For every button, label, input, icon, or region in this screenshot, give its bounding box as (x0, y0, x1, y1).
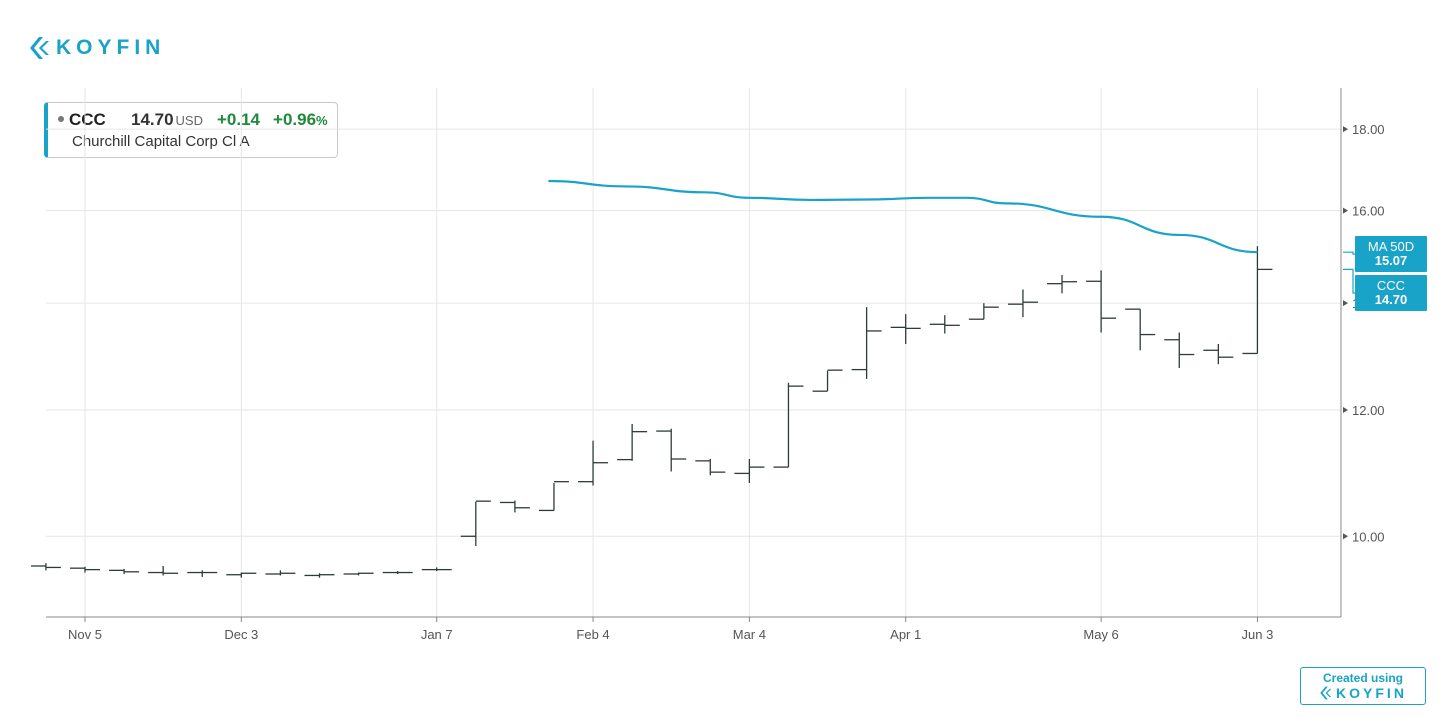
footer-logo: KOYFIN (1301, 685, 1425, 701)
x-tick-label: May 6 (1083, 627, 1118, 642)
y-tick-marker (1343, 207, 1348, 214)
ohlc-bar (578, 440, 609, 486)
legend-currency: USD (175, 113, 203, 128)
legend-pct-sign: % (316, 113, 328, 128)
ohlc-bar (499, 500, 530, 513)
ohlc-bar (734, 459, 765, 483)
koyfin-logo-icon (30, 37, 49, 59)
y-tick-label: 12.00 (1352, 403, 1385, 418)
legend-price: 14.70 (131, 110, 174, 129)
x-tick-label: Dec 3 (224, 627, 258, 642)
ohlc-bar (265, 570, 296, 576)
created-using-label: Created using (1322, 671, 1403, 685)
ohlc-bar (968, 303, 999, 320)
ohlc-bar (148, 565, 179, 576)
ma-50d-line (548, 179, 1258, 254)
x-tick-label: Nov 5 (68, 627, 102, 642)
ohlc-bar (812, 369, 843, 392)
created-using-badge[interactable]: Created using KOYFIN (1300, 667, 1426, 705)
y-tick-marker (1343, 406, 1348, 413)
ohlc-bar (656, 428, 687, 472)
ohlc-bar (695, 459, 726, 476)
value-tag-value: 14.70 (1375, 292, 1408, 307)
ohlc-bar (187, 570, 218, 577)
ohlc-bar (773, 382, 804, 468)
series-dot-icon (58, 116, 64, 122)
ohlc-bar (343, 572, 374, 576)
ohlc-bar (1125, 308, 1156, 351)
legend-change-pct: +0.96 (273, 110, 317, 129)
value-tag-box (1355, 275, 1427, 311)
ohlc-bar (929, 315, 960, 334)
y-tick-marker (1343, 300, 1348, 307)
x-tick-label: Jan 7 (421, 627, 453, 642)
ohlc-bar (226, 572, 257, 578)
ohlc-bar (304, 573, 335, 578)
ohlc-bar (1007, 289, 1038, 318)
x-tick-label: Jun 3 (1242, 627, 1274, 642)
legend-company-name: Churchill Capital Corp Cl A (72, 133, 250, 150)
x-tick-label: Mar 4 (733, 627, 766, 642)
ohlc-bar (1086, 270, 1117, 333)
ohlc-bar (30, 563, 61, 571)
value-tag-value: 15.07 (1375, 253, 1408, 268)
value-tag-connector (1343, 251, 1355, 255)
ohlc-bar (460, 500, 491, 547)
value-tag-label: CCC (1377, 278, 1405, 293)
koyfin-wordmark: KOYFIN (56, 36, 166, 59)
ohlc-bar (382, 571, 413, 574)
y-tick-label: 18.00 (1352, 122, 1385, 137)
ohlc-bar (617, 423, 648, 461)
value-tag-label: MA 50D (1368, 239, 1414, 254)
ohlc-bar (538, 481, 569, 512)
ohlc-bar (1164, 332, 1195, 368)
legend-quote-row: CCC 14.70 USD +0.14 +0.96% (58, 110, 328, 130)
legend-change: +0.14 (217, 110, 261, 129)
ohlc-bar (70, 566, 100, 573)
ohlc-bar (109, 568, 140, 574)
y-tick-marker (1343, 533, 1348, 540)
y-tick-label: 10.00 (1352, 529, 1385, 544)
koyfin-logo-icon (1320, 686, 1332, 700)
ohlc-bar (1047, 275, 1078, 294)
x-tick-label: Apr 1 (890, 627, 921, 642)
legend-ticker: CCC (69, 110, 106, 129)
ohlc-bar (1242, 246, 1273, 355)
x-tick-label: Feb 4 (576, 627, 609, 642)
ohlc-bar (1203, 343, 1234, 365)
value-tag-box (1355, 236, 1427, 272)
koyfin-logo[interactable]: KOYFIN (28, 36, 165, 60)
footer-wordmark: KOYFIN (1336, 685, 1407, 701)
ticker-legend[interactable]: CCC 14.70 USD +0.14 +0.96% Churchill Cap… (44, 102, 338, 158)
ohlc-bar (421, 567, 452, 572)
y-tick-marker (1343, 126, 1348, 133)
value-tag-connector (1343, 268, 1355, 294)
ohlc-bar (851, 307, 882, 379)
y-tick-label: 16.00 (1352, 204, 1385, 219)
ohlc-bar (890, 314, 921, 344)
